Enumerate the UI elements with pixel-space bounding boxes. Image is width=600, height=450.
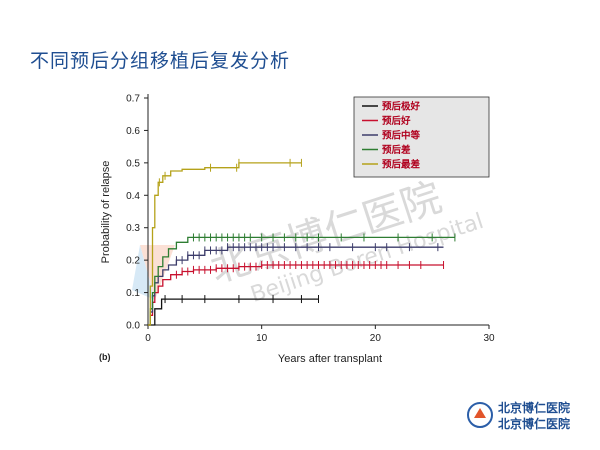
y-tick-label: 0.5 (126, 158, 140, 169)
series-line-0 (148, 298, 319, 326)
slide-title: 不同预后分组移植后复发分析 (30, 50, 291, 72)
logo-line2: 北京博仁医院 (498, 416, 570, 431)
legend-box (353, 96, 490, 178)
legend-label-2: 预后中等 (382, 130, 421, 142)
legend-label-0: 预后极好 (382, 101, 421, 113)
watermark: 北京博仁医院 Beijing Boren Hospital (205, 174, 487, 307)
y-tick-label: 0.0 (126, 321, 140, 332)
x-tick-label: 0 (145, 333, 151, 344)
series-line-3 (148, 236, 455, 326)
panel-label: (b) (99, 352, 111, 362)
x-tick-label: 20 (370, 333, 382, 344)
logo-mark (474, 408, 486, 418)
y-tick-label: 0.2 (126, 256, 140, 267)
y-tick-label: 0.6 (126, 126, 140, 137)
x-tick-label: 30 (483, 333, 495, 344)
x-axis-title: Years after transplant (278, 353, 382, 365)
logo-line1: 北京博仁医院 (498, 400, 570, 415)
legend-label-1: 预后好 (382, 115, 411, 127)
y-tick-label: 0.4 (126, 191, 140, 202)
y-tick-label: 0.7 (126, 94, 140, 105)
x-tick-label: 10 (256, 333, 268, 344)
y-tick-label: 0.3 (126, 223, 140, 234)
y-axis-title: Probability of relapse (100, 161, 112, 264)
hospital-logo: 北京博仁医院 北京博仁医院 (467, 400, 570, 431)
y-tick-label: 0.1 (126, 288, 140, 299)
legend-label-4: 预后最差 (382, 159, 421, 171)
legend-label-3: 预后差 (382, 144, 411, 156)
watermark-logo (132, 245, 175, 300)
plot-area (148, 158, 456, 326)
axes: 0.0 0.1 0.2 0.3 0.4 0.5 0.6 0.7 0 10 20 30 (126, 94, 495, 345)
logo-icon (467, 402, 493, 428)
series-line-4 (148, 162, 302, 326)
